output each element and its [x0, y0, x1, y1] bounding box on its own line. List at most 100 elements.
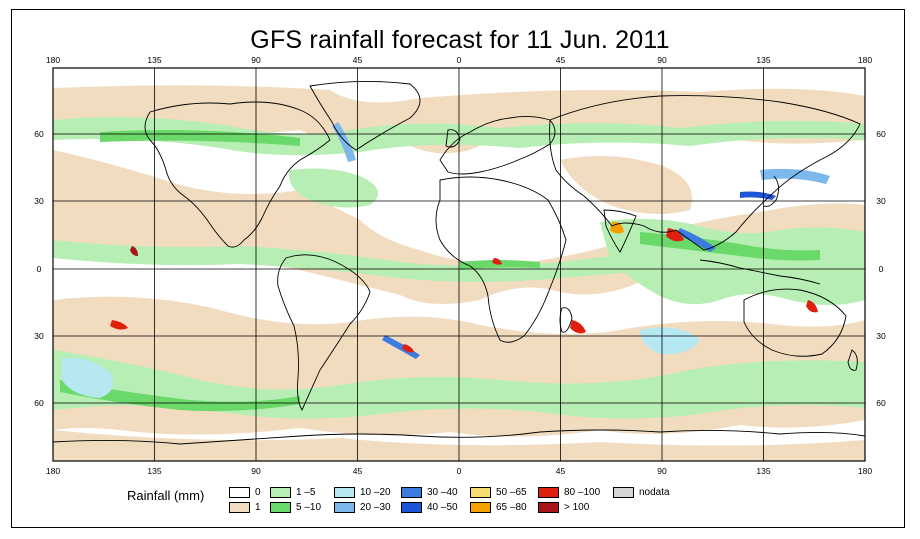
rain-cell-heavy	[570, 320, 586, 334]
legend-swatch	[538, 501, 559, 513]
figure-frame	[11, 9, 905, 528]
legend-item: nodata	[613, 486, 670, 498]
lat-labels-right: 60 30 0 30 60	[876, 129, 886, 408]
legend-item: 5 –10	[270, 501, 321, 513]
legend-item: 80 –100	[538, 486, 600, 498]
lat-tick-label: 30	[876, 331, 886, 341]
legend-swatch	[401, 486, 422, 498]
rain-cell-heavy	[110, 320, 128, 330]
legend-label: nodata	[639, 486, 670, 498]
lon-tick-label: 90	[251, 466, 261, 476]
lon-tick-label: 0	[457, 466, 462, 476]
legend-label: 20 –30	[360, 501, 391, 513]
legend-swatch	[334, 486, 355, 498]
legend-swatch	[270, 501, 291, 513]
legend-swatch	[401, 501, 422, 513]
legend-label: 40 –50	[427, 501, 458, 513]
lon-tick-label: 45	[556, 466, 566, 476]
lat-tick-label: 30	[34, 196, 44, 206]
coastline-australia	[743, 288, 847, 357]
rain-cell-heavy	[806, 300, 818, 313]
legend-item: 1 –5	[270, 486, 315, 498]
lon-tick-label: 45	[556, 55, 566, 65]
coastline-japan	[763, 175, 779, 207]
legend-swatch	[334, 501, 355, 513]
legend-item: 65 –80	[470, 501, 527, 513]
legend-label: 80 –100	[564, 486, 601, 498]
coastline-greenland	[309, 80, 421, 151]
legend-item: 10 –20	[334, 486, 391, 498]
lon-tick-label: 180	[858, 55, 872, 65]
legend-label: 5 –10	[296, 501, 322, 513]
rain-band-30-40mm	[382, 335, 420, 359]
lat-tick-label: 60	[34, 398, 44, 408]
lon-tick-label: 180	[46, 55, 60, 65]
graticule	[53, 68, 865, 461]
lon-tick-label: 45	[353, 55, 363, 65]
coastline-asia	[549, 95, 861, 251]
legend-swatch	[229, 501, 250, 513]
legend-item: > 100	[538, 501, 589, 513]
legend-item: 1	[229, 501, 261, 513]
lon-tick-label: 45	[353, 466, 363, 476]
lon-labels-bottom: 180 135 90 45 0 45 90 135 180	[46, 466, 872, 476]
legend-item: 20 –30	[334, 501, 391, 513]
lat-labels-left: 60 30 0 30 60	[34, 129, 44, 408]
rain-band-1-5mm	[289, 168, 378, 208]
coastline-uk	[445, 129, 461, 148]
lat-tick-label: 0	[37, 264, 42, 274]
coastline-north-america	[144, 101, 331, 248]
rain-band-5-10mm	[460, 260, 540, 270]
legend-label: 0	[255, 486, 261, 498]
coastline-madagascar	[559, 307, 573, 333]
legend-label: 50 –65	[496, 486, 527, 498]
lat-tick-label: 60	[876, 129, 886, 139]
legend-label: 1	[255, 501, 261, 513]
legend-swatch	[270, 486, 291, 498]
lon-tick-label: 90	[657, 55, 667, 65]
lat-tick-label: 0	[879, 264, 884, 274]
rain-band-1mm	[560, 156, 692, 214]
map-title: GFS rainfall forecast for 11 Jun. 2011	[250, 26, 670, 54]
legend-item: 50 –65	[470, 486, 527, 498]
rain-cell-heavy	[130, 246, 138, 256]
lat-tick-label: 30	[34, 331, 44, 341]
legend-label: 1 –5	[296, 486, 316, 498]
legend-swatch	[538, 486, 559, 498]
legend-item: 0	[229, 486, 261, 498]
lon-tick-label: 180	[858, 466, 872, 476]
lon-tick-label: 135	[756, 466, 770, 476]
rain-cell-heavy	[402, 344, 414, 353]
legend-swatch	[613, 486, 634, 498]
legend-item: 40 –50	[401, 501, 458, 513]
coastline-india	[603, 209, 637, 253]
rain-cell-heavy	[492, 258, 502, 265]
legend-title: Rainfall (mm)	[127, 488, 205, 503]
lat-tick-label: 30	[876, 196, 886, 206]
lon-tick-label: 180	[46, 466, 60, 476]
lon-tick-label: 90	[251, 55, 261, 65]
rain-band-10-20mm	[62, 357, 114, 398]
legend-label: 65 –80	[496, 501, 527, 513]
legend-swatch	[470, 486, 491, 498]
legend-label: > 100	[564, 501, 590, 513]
coastline-indonesia	[699, 259, 821, 285]
coastline-new-zealand	[847, 349, 858, 371]
legend-label: 10 –20	[360, 486, 391, 498]
lat-tick-label: 60	[876, 398, 886, 408]
lon-labels-top: 180 135 90 45 0 45 90 135 180	[46, 55, 872, 65]
legend-label: 30 –40	[427, 486, 458, 498]
map-border	[52, 67, 866, 462]
coastline-south-america	[277, 254, 371, 411]
lon-tick-label: 135	[147, 466, 161, 476]
rain-band-30-40mm	[676, 228, 716, 252]
legend-swatch	[229, 486, 250, 498]
rain-band-5-10mm	[640, 232, 820, 261]
lon-tick-label: 90	[657, 466, 667, 476]
lon-tick-label: 135	[147, 55, 161, 65]
legend-swatch	[470, 501, 491, 513]
rain-band-20-30mm	[760, 168, 830, 184]
coastline-antarctica	[53, 429, 865, 445]
lon-tick-label: 0	[457, 55, 462, 65]
